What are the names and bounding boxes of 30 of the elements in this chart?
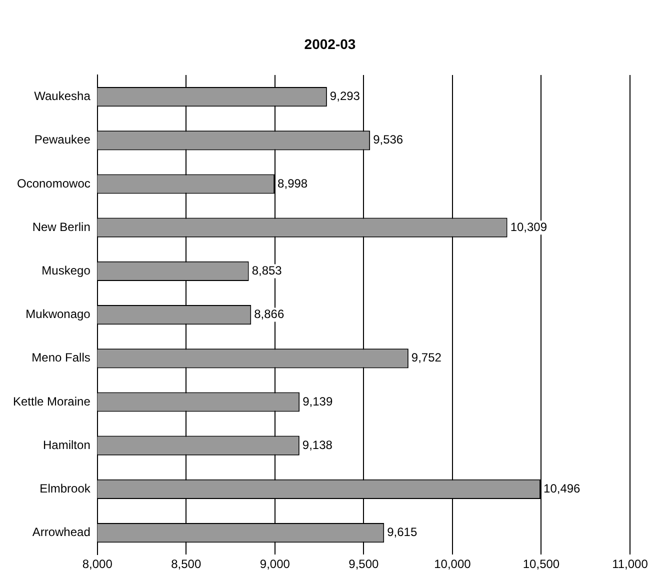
data-label: 9,293 bbox=[330, 89, 360, 104]
y-tick-label: Hamilton bbox=[43, 438, 90, 452]
y-tick-label: Kettle Moraine bbox=[13, 394, 91, 408]
y-tick-label: Elmbrook bbox=[40, 482, 92, 496]
data-label: 8,853 bbox=[252, 264, 282, 278]
y-tick-label: Muskego bbox=[42, 264, 91, 278]
x-tick-label: 9,000 bbox=[260, 557, 290, 572]
y-tick-label: New Berlin bbox=[32, 220, 90, 234]
x-tick-label: 10,500 bbox=[522, 557, 560, 572]
y-tick-label: Pewaukee bbox=[34, 132, 91, 147]
y-tick-label: Mukwonago bbox=[26, 307, 91, 322]
x-tick-label: 8,000 bbox=[82, 557, 113, 572]
y-tick-label: Meno Falls bbox=[32, 350, 90, 365]
chart-title: 2002-03 bbox=[303, 36, 357, 52]
data-label: 9,138 bbox=[302, 438, 333, 452]
x-tick-label: 11,000 bbox=[612, 557, 648, 572]
data-label: 8,866 bbox=[254, 307, 284, 322]
x-tick-label: 10,000 bbox=[434, 557, 472, 572]
x-tick-label: 8,500 bbox=[171, 557, 202, 572]
y-tick-label: Arrowhead bbox=[32, 525, 90, 540]
data-label: 9,536 bbox=[373, 132, 404, 147]
data-label: 10,496 bbox=[544, 482, 581, 496]
data-label: 8,998 bbox=[278, 176, 308, 190]
x-tick-label: 9,500 bbox=[348, 557, 380, 572]
data-label: 10,309 bbox=[510, 220, 548, 234]
data-label: 9,139 bbox=[302, 394, 333, 408]
data-label: 9,752 bbox=[411, 350, 442, 365]
data-label: 9,615 bbox=[387, 525, 418, 540]
y-tick-label: Oconomowoc bbox=[17, 176, 90, 190]
y-tick-label: Waukesha bbox=[34, 89, 91, 104]
